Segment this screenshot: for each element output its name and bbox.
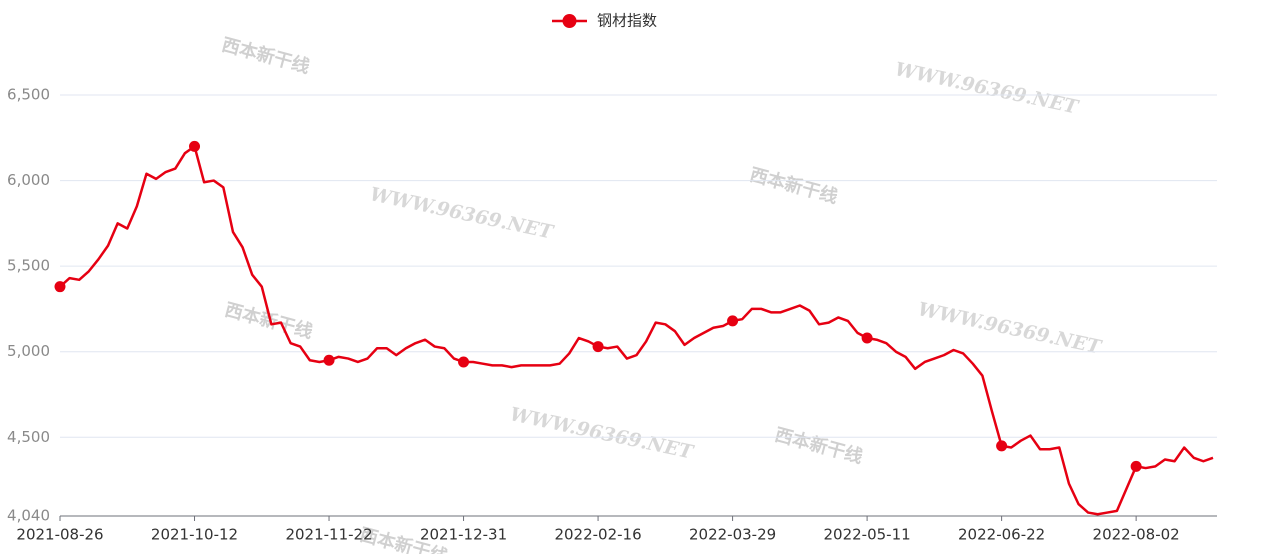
watermark-logo: 西本新干线 <box>747 163 840 208</box>
watermark: WWW.96369.NET <box>368 183 557 244</box>
x-tick-label: 2022-08-02 <box>1093 526 1180 544</box>
watermark: WWW.96369.NET <box>508 403 697 464</box>
x-tick-label: 2022-06-22 <box>958 526 1045 544</box>
watermark-logo: 西本新干线 <box>222 298 315 343</box>
x-tick-label: 2022-02-16 <box>554 526 641 544</box>
point <box>727 315 739 327</box>
watermark: WWW.96369.NET <box>916 298 1105 359</box>
x-tick-label: 2021-11-22 <box>285 526 372 544</box>
y-tick-label: 5,000 <box>7 342 50 360</box>
point <box>996 440 1008 452</box>
point <box>458 356 470 368</box>
x-tick-label: 2021-10-12 <box>151 526 238 544</box>
watermark-logo: 西本新干线 <box>772 423 865 468</box>
y-tick-label: 4,500 <box>7 428 50 446</box>
point <box>1130 460 1142 472</box>
point <box>592 341 604 353</box>
point <box>323 354 335 366</box>
y-tick-label: 5,500 <box>7 257 50 275</box>
watermark-logo: 西本新干线 <box>219 33 312 78</box>
legend-label: 钢材指数 <box>597 12 657 30</box>
line <box>59 145 1214 516</box>
x-tick-label: 2022-05-11 <box>824 526 911 544</box>
y-tick-label: 6,500 <box>7 86 50 104</box>
point <box>189 140 201 152</box>
point <box>861 332 873 344</box>
legend-marker <box>562 14 577 28</box>
x-tick-label: 2022-03-29 <box>689 526 776 544</box>
x-tick-label: 2021-08-26 <box>16 526 103 544</box>
watermark: WWW.96369.NET <box>893 58 1082 119</box>
x-tick-label: 2021-12-31 <box>420 526 507 544</box>
y-tick-label: 6,000 <box>7 171 50 189</box>
point <box>54 281 66 293</box>
y-tick-label: 4,040 <box>7 507 50 525</box>
watermarks: WWW.96369.NET WWW.96369.NET WWW.96369.NE… <box>219 33 1104 554</box>
